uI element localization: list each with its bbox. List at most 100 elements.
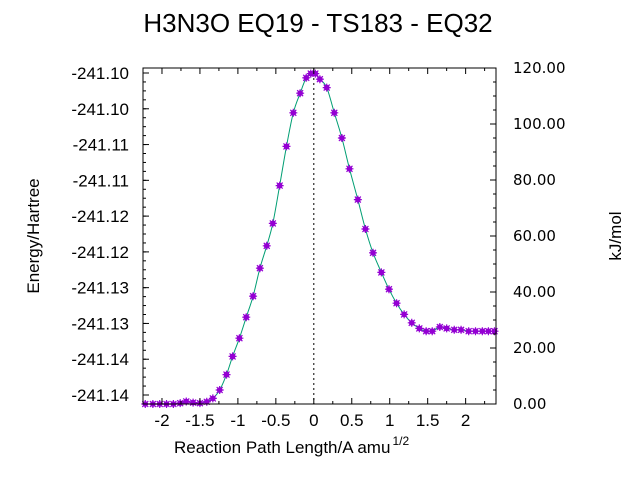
data-point-star: [484, 327, 493, 336]
data-point: [176, 399, 185, 408]
y-left-tick-label: -241.14: [71, 386, 129, 405]
data-point-star: [407, 318, 416, 327]
y-axis-label-left: Energy/Hartree: [24, 178, 43, 293]
data-point: [464, 327, 473, 336]
data-point: [330, 108, 339, 117]
y-left-tick-label: -241.11: [73, 171, 129, 190]
data-point: [384, 285, 393, 294]
data-point: [296, 89, 305, 98]
y-axis-label-right: kJ/mol: [606, 211, 625, 260]
data-point-star: [249, 292, 258, 301]
data-point: [249, 292, 258, 301]
energy-curve: [145, 72, 495, 405]
data-point-star: [189, 398, 198, 407]
data-point: [322, 83, 331, 92]
data-point-star: [302, 73, 311, 82]
data-point-star: [361, 225, 370, 233]
x-axis-label-exponent: 1/2: [392, 434, 409, 448]
data-point: [361, 225, 370, 233]
data-point: [215, 386, 224, 394]
data-point: [450, 325, 459, 334]
data-point: [435, 323, 444, 331]
data-point-star: [337, 134, 346, 142]
data-point: [282, 142, 291, 151]
data-point: [255, 264, 264, 273]
data-point-star: [315, 75, 324, 84]
data-point: [377, 268, 386, 277]
data-point-star: [228, 352, 237, 361]
x-axis-label-text: Reaction Path Length/A amu: [174, 438, 390, 457]
data-point-star: [377, 268, 386, 277]
x-tick-label: -0.5: [261, 411, 290, 430]
data-point-star: [306, 69, 315, 78]
data-point: [275, 181, 284, 190]
data-point-star: [369, 248, 378, 257]
data-point-star: [255, 264, 264, 273]
data-point: [182, 397, 191, 406]
data-point: [471, 327, 480, 336]
data-point-star: [478, 327, 487, 336]
data-point: [242, 313, 251, 322]
data-point-star: [490, 327, 499, 336]
data-point-star: [400, 310, 409, 319]
data-point-star: [215, 386, 224, 394]
data-point-star: [296, 89, 305, 98]
y-right-tick-label: 80.00: [513, 171, 556, 189]
data-point: [369, 248, 378, 257]
data-point: [478, 327, 487, 336]
x-tick-label: -1: [230, 411, 245, 430]
data-point-star: [435, 323, 444, 331]
data-point-star: [450, 325, 459, 334]
data-point: [392, 299, 401, 308]
y-right-tick-label: 60.00: [513, 227, 556, 245]
data-point: [235, 334, 244, 343]
data-point: [415, 324, 424, 333]
data-point-star: [384, 285, 393, 294]
data-point-star: [345, 164, 354, 173]
x-tick-label: 1.5: [416, 411, 440, 430]
data-point: [311, 69, 320, 78]
y-left-tick-label: -241.10: [71, 100, 129, 119]
data-point-star: [330, 108, 339, 117]
data-point: [337, 134, 346, 142]
y-right-tick-label: 20.00: [513, 339, 556, 357]
data-point-star: [464, 327, 473, 336]
x-tick-label: 0: [309, 411, 318, 430]
data-point-star: [202, 397, 211, 406]
data-point-star: [289, 108, 298, 117]
data-point-star: [222, 370, 231, 379]
data-point-star: [176, 399, 185, 408]
y-right-tick-label: 100.00: [513, 115, 566, 133]
series-layer: [141, 69, 499, 408]
data-point: [189, 398, 198, 407]
data-point-star: [282, 142, 291, 151]
x-tick-label: 0.5: [340, 411, 364, 430]
data-point-star: [262, 241, 271, 250]
y-right-tick-label: 40.00: [513, 283, 556, 301]
y-right-tick-label: 120.00: [513, 59, 566, 77]
x-tick-label: 2: [461, 411, 470, 430]
data-point: [407, 318, 416, 327]
data-point-star: [471, 327, 480, 336]
y-left-tick-label: -241.12: [71, 243, 129, 262]
data-point: [202, 397, 211, 406]
data-point: [484, 327, 493, 336]
data-point: [262, 241, 271, 250]
data-point-star: [422, 327, 431, 336]
data-point-star: [275, 181, 284, 190]
data-point-star: [428, 327, 437, 336]
data-point-star: [392, 299, 401, 308]
y-left-tick-label: -241.14: [71, 350, 129, 369]
data-point: [228, 352, 237, 361]
data-point-star: [235, 334, 244, 343]
data-point-star: [457, 325, 466, 334]
y-left-tick-label: -241.10: [71, 64, 129, 83]
data-point: [222, 370, 231, 379]
data-point: [353, 195, 362, 204]
y-left-tick-label: -241.13: [71, 279, 129, 298]
data-point-star: [242, 313, 251, 322]
data-point-star: [322, 83, 331, 92]
data-point: [400, 310, 409, 319]
